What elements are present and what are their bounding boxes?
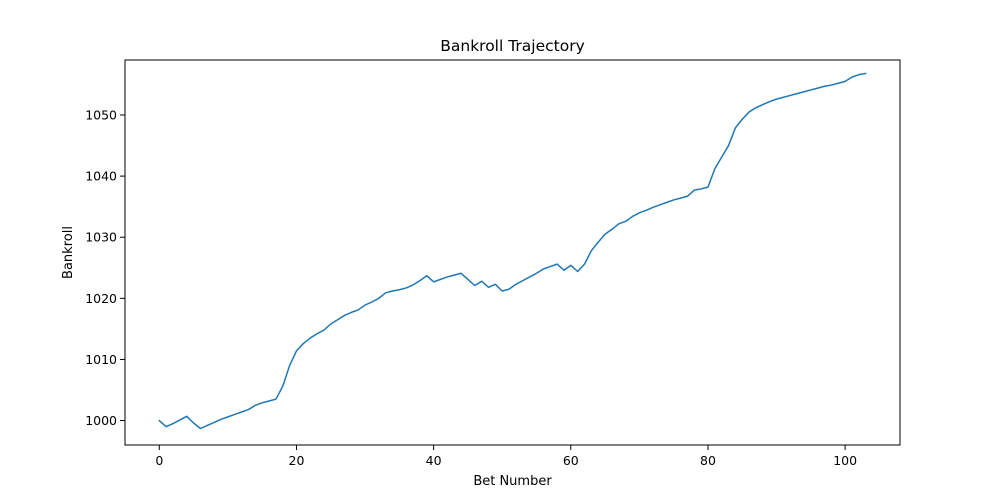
y-axis: 1000 1010 1020 1030 1040 1050 — [85, 108, 125, 428]
x-tick-label: 0 — [155, 453, 163, 468]
y-tick-label: 1030 — [85, 230, 117, 245]
y-tick-label: 1010 — [85, 352, 117, 367]
plot-area — [158, 72, 867, 430]
y-tick-label: 1050 — [85, 108, 117, 123]
y-tick-label: 1000 — [85, 413, 117, 428]
x-tick-label: 100 — [833, 453, 857, 468]
x-axis-label: Bet Number — [473, 474, 552, 489]
x-tick-label: 40 — [426, 453, 442, 468]
y-axis-label: Bankroll — [61, 226, 76, 279]
y-tick-label: 1020 — [85, 291, 117, 306]
y-tick-label: 1040 — [85, 169, 117, 184]
x-tick-label: 80 — [700, 453, 716, 468]
series-line — [158, 72, 867, 430]
x-axis: 0 20 40 60 80 100 — [155, 445, 857, 468]
axes-frame — [124, 59, 901, 446]
chart-title: Bankroll Trajectory — [440, 37, 585, 55]
x-tick-label: 20 — [289, 453, 305, 468]
x-tick-label: 60 — [563, 453, 579, 468]
